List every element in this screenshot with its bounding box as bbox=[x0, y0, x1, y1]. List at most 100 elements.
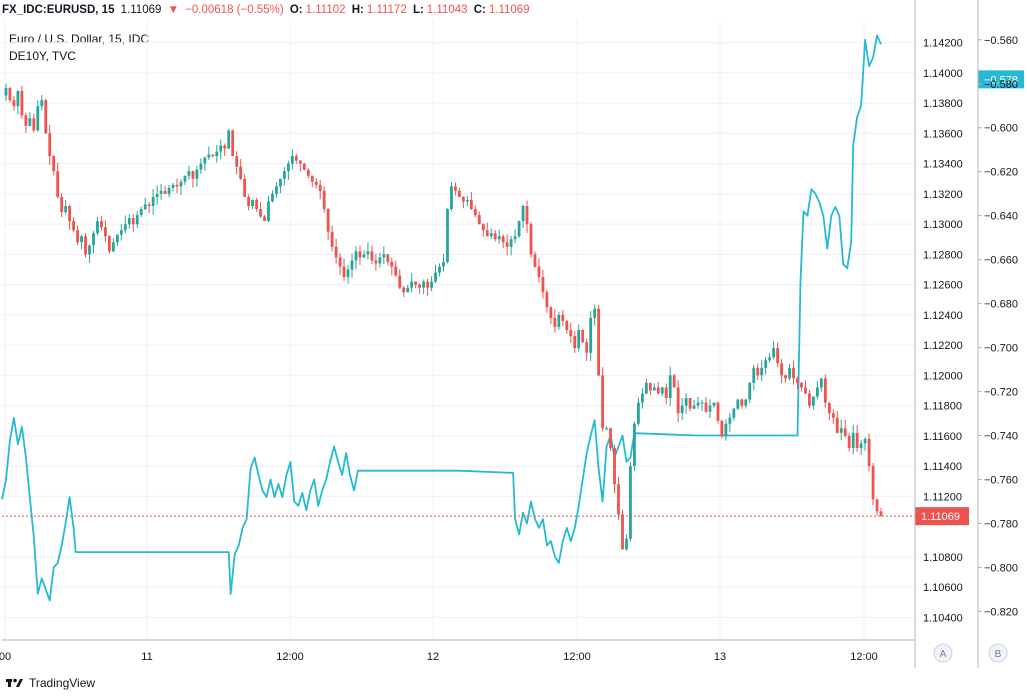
candle-body bbox=[732, 408, 736, 418]
price-change: −0.00618 (−0.55%) bbox=[185, 4, 284, 16]
candle-body bbox=[143, 204, 147, 210]
candle-body bbox=[859, 443, 863, 448]
candle-body bbox=[107, 236, 111, 252]
candle-body bbox=[720, 420, 724, 436]
candle-body bbox=[784, 375, 787, 379]
candle-body bbox=[346, 269, 350, 278]
candle-body bbox=[776, 348, 780, 364]
candle-body bbox=[676, 387, 680, 414]
candle-body bbox=[28, 118, 32, 126]
price-tick-label: 1.11800 bbox=[923, 401, 962, 413]
candle-body bbox=[60, 196, 64, 213]
scale-a-button[interactable] bbox=[933, 643, 953, 663]
candle-body bbox=[243, 178, 247, 197]
candle-body bbox=[569, 330, 573, 337]
candle-body bbox=[521, 206, 525, 222]
low-label: L: bbox=[412, 4, 424, 16]
down-arrow-icon: ▼ bbox=[167, 4, 179, 16]
candle-body bbox=[406, 287, 410, 293]
candle-body bbox=[792, 367, 795, 379]
overlay-tick-label: −0.680 bbox=[984, 299, 1018, 311]
candle-body bbox=[362, 254, 366, 258]
candle-body bbox=[426, 281, 429, 288]
candle-body bbox=[275, 186, 278, 194]
candle-body bbox=[338, 257, 342, 267]
overlay-last-tag-label: −0.578 bbox=[984, 74, 1018, 86]
candle-body bbox=[211, 154, 215, 157]
high-value: 1.11172 bbox=[366, 4, 407, 16]
candle-body bbox=[111, 242, 115, 252]
candle-body bbox=[386, 254, 390, 262]
candle-body bbox=[565, 320, 569, 330]
candle-body bbox=[171, 184, 175, 188]
candle-body bbox=[56, 171, 60, 197]
candle-body bbox=[410, 281, 414, 288]
candle-body bbox=[115, 234, 119, 243]
legend-overlay-series[interactable]: DE10Y, TVC bbox=[9, 49, 76, 63]
candle-body bbox=[458, 190, 461, 197]
price-chart[interactable]: 1.11069 −0.578 1.14200 1.14000 1.13800 1.136… bbox=[0, 0, 1027, 670]
candle-body bbox=[227, 130, 231, 149]
candle-body bbox=[183, 175, 187, 182]
candle-body bbox=[652, 387, 656, 391]
candle-body bbox=[736, 399, 740, 409]
candle-body bbox=[593, 308, 597, 318]
candle-body bbox=[481, 224, 485, 231]
price-tick-label: 1.10800 bbox=[923, 552, 963, 564]
candle-body bbox=[207, 154, 211, 158]
candle-body bbox=[819, 378, 823, 388]
overlay-tick-label: −0.560 bbox=[984, 35, 1018, 47]
price-tick-label: 1.13800 bbox=[923, 98, 963, 110]
price-tick-label: 1.14000 bbox=[923, 68, 963, 80]
scale-b-button[interactable] bbox=[988, 643, 1008, 663]
candle-body bbox=[517, 221, 521, 237]
candle-body bbox=[585, 342, 589, 353]
candle-body bbox=[92, 233, 95, 246]
candle-body bbox=[239, 166, 243, 179]
candle-body bbox=[84, 236, 87, 255]
candle-body bbox=[44, 100, 48, 134]
last-price-tag bbox=[915, 507, 969, 526]
candle-body bbox=[199, 163, 203, 170]
candle-body bbox=[283, 171, 286, 179]
candle-body bbox=[263, 216, 266, 222]
candle-body bbox=[255, 199, 258, 210]
candle-body bbox=[68, 206, 72, 222]
candle-body bbox=[672, 375, 676, 388]
candle-body bbox=[692, 405, 696, 409]
candle-body bbox=[863, 438, 867, 444]
price-tick-label: 1.13000 bbox=[923, 219, 963, 231]
low-value: 1.11043 bbox=[426, 4, 468, 16]
candle-body bbox=[175, 184, 179, 187]
candle-body bbox=[827, 402, 831, 414]
candle-body bbox=[541, 277, 545, 293]
candle-body bbox=[489, 233, 493, 237]
candle-body bbox=[370, 251, 374, 261]
time-tick-label: 13 bbox=[714, 651, 726, 663]
candle-body bbox=[684, 398, 688, 406]
candle-body bbox=[815, 387, 819, 397]
time-tick-label: 12:00 bbox=[276, 651, 304, 663]
candle-body bbox=[505, 242, 509, 247]
candle-body bbox=[617, 484, 620, 515]
close-value: 1.11069 bbox=[488, 4, 530, 16]
symbol-name[interactable]: FX_IDC:EURUSD, 15 bbox=[2, 4, 115, 16]
overlay-tick-label: −0.780 bbox=[984, 518, 1018, 530]
candle-body bbox=[271, 193, 274, 202]
candle-body bbox=[215, 151, 219, 157]
candle-body bbox=[139, 209, 143, 216]
candle-body bbox=[744, 399, 748, 406]
candle-body bbox=[636, 402, 640, 424]
candle-body bbox=[318, 184, 322, 191]
candle-body bbox=[418, 284, 422, 288]
candle-body bbox=[104, 227, 107, 237]
candle-body bbox=[80, 236, 83, 243]
candle-body bbox=[135, 215, 139, 225]
candle-body bbox=[875, 499, 879, 512]
candle-body bbox=[724, 423, 728, 436]
candle-body bbox=[613, 447, 616, 485]
candle-body bbox=[545, 292, 549, 308]
chart-grid bbox=[2, 20, 915, 640]
candle-body bbox=[557, 314, 561, 327]
candle-body bbox=[756, 367, 760, 376]
